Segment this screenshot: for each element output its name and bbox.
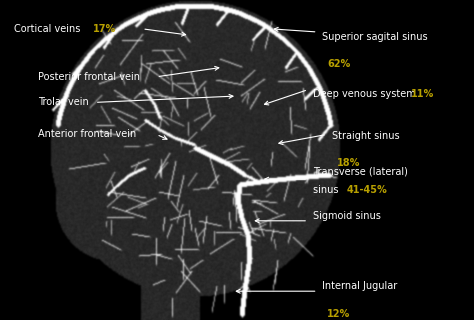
- Text: Posterior frontal vein: Posterior frontal vein: [38, 72, 140, 82]
- Text: Straight sinus: Straight sinus: [332, 131, 400, 141]
- Text: 11%: 11%: [411, 89, 434, 99]
- Text: Internal Jugular: Internal Jugular: [322, 281, 398, 291]
- Text: Anterior frontal vein: Anterior frontal vein: [38, 129, 136, 140]
- Text: Sigmoid sinus: Sigmoid sinus: [313, 211, 381, 221]
- Text: 18%: 18%: [337, 158, 360, 168]
- Text: Superior sagital sinus: Superior sagital sinus: [322, 32, 428, 42]
- Text: Cortical veins: Cortical veins: [14, 24, 81, 34]
- Text: Trolar vein: Trolar vein: [38, 97, 89, 108]
- Text: 41-45%: 41-45%: [347, 185, 388, 195]
- Text: Deep venous system: Deep venous system: [313, 89, 422, 99]
- Text: 17%: 17%: [93, 24, 116, 34]
- Text: sinus: sinus: [313, 185, 345, 195]
- Text: Transverse (lateral): Transverse (lateral): [313, 166, 408, 176]
- Text: 62%: 62%: [327, 59, 350, 69]
- Text: 12%: 12%: [327, 309, 350, 319]
